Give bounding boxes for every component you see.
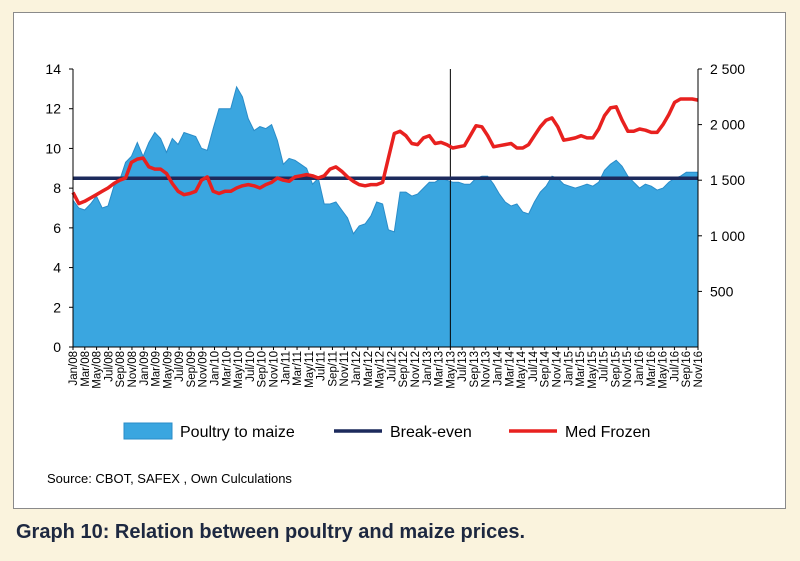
x-tick-label: Jan/10 xyxy=(210,351,222,386)
x-tick-label: Jul/08 xyxy=(103,351,115,382)
x-tick-label: Mar/13 xyxy=(434,351,446,387)
x-tick-label: Sep/13 xyxy=(469,351,481,387)
x-tick-label: Nov/14 xyxy=(551,350,563,387)
x-tick-label: Sep/15 xyxy=(610,351,622,387)
legend-swatch-area xyxy=(123,422,173,440)
x-tick-label: May/13 xyxy=(445,351,457,389)
legend: Poultry to maize Break-even Med Frozen xyxy=(123,422,650,441)
y-tick-label: 8 xyxy=(53,180,61,196)
x-tick-label: Mar/08 xyxy=(80,351,92,387)
x-tick-label: Jul/12 xyxy=(386,351,398,382)
y-tick-label: 6 xyxy=(53,220,61,236)
chart-svg: 0 2 4 6 8 10 12 14 500 1 000 1 500 2 000 2 500 Jan/08… xyxy=(45,61,745,441)
poultry-to-maize-area-layer xyxy=(72,85,699,348)
y-tick-label: 12 xyxy=(45,101,61,117)
x-tick-label: Mar/11 xyxy=(292,351,304,386)
x-tick-label: Nov/15 xyxy=(622,351,634,387)
x-tick-label: Nov/12 xyxy=(410,351,422,387)
lines-layer xyxy=(71,69,699,347)
x-tick-label: Mar/12 xyxy=(363,351,375,387)
y-tick-label: 2 xyxy=(53,299,61,315)
x-tick-label: Nov/11 xyxy=(339,351,351,387)
x-tick-label: Jan/12 xyxy=(351,351,363,386)
poultry-to-maize-area xyxy=(72,85,699,348)
x-tick-label: Jan/11 xyxy=(280,351,292,385)
x-tick-label: Nov/10 xyxy=(268,351,280,387)
y2-tick-label: 1 000 xyxy=(710,228,745,244)
x-tick-label: Jan/15 xyxy=(563,351,575,386)
x-tick-label: May/16 xyxy=(658,351,670,389)
axes-layer: 0 2 4 6 8 10 12 14 500 1 000 1 500 2 000 2 500 Jan/08… xyxy=(45,61,745,389)
x-tick-label: Mar/14 xyxy=(504,350,516,386)
x-tick-label: May/08 xyxy=(92,351,104,389)
x-tick-label: Sep/11 xyxy=(327,351,339,387)
x-tick-label: Sep/16 xyxy=(681,351,693,387)
x-tick-label: Nov/09 xyxy=(198,351,210,387)
figure-caption: Graph 10: Relation between poultry and m… xyxy=(16,521,526,543)
x-tick-label: Jul/11 xyxy=(316,351,328,381)
x-tick-label: Jan/14 xyxy=(493,350,505,385)
x-tick-label: Jul/16 xyxy=(669,351,681,382)
x-tick-label: Mar/10 xyxy=(221,351,233,387)
x-tick-label: Mar/15 xyxy=(575,351,587,387)
x-tick-label: May/12 xyxy=(375,351,387,389)
x-tick-label: May/15 xyxy=(587,351,599,389)
x-tick-label: Sep/14 xyxy=(540,350,552,387)
med-frozen-line xyxy=(71,97,699,206)
x-tick-label: Jul/09 xyxy=(174,351,186,382)
legend-label: Med Frozen xyxy=(565,424,650,441)
x-tick-label: May/14 xyxy=(516,350,528,388)
legend-label: Break-even xyxy=(390,424,472,441)
y-tick-label: 14 xyxy=(45,61,61,77)
x-tick-label: Jan/09 xyxy=(139,351,151,386)
x-tick-label: Jul/13 xyxy=(457,351,469,382)
x-tick-label: Jan/16 xyxy=(634,351,646,386)
x-tick-label: Jan/08 xyxy=(68,351,80,386)
chart-frame: 0 2 4 6 8 10 12 14 500 1 000 1 500 2 000 2 500 Jan/08… xyxy=(13,12,786,509)
x-tick-label: May/11 xyxy=(304,351,316,388)
y2-tick-label: 1 500 xyxy=(710,172,745,188)
x-tick-label: Jul/10 xyxy=(245,351,257,382)
x-tick-label: May/10 xyxy=(233,351,245,389)
x-tick-label: Jul/14 xyxy=(528,350,540,381)
source-note: Source: CBOT, SAFEX , Own Culculations xyxy=(47,471,292,486)
x-tick-label: Sep/12 xyxy=(398,351,410,387)
x-tick-label: Nov/13 xyxy=(481,351,493,387)
y-tick-label: 10 xyxy=(45,140,61,156)
x-tick-label: Sep/08 xyxy=(115,351,127,387)
x-tick-label: Sep/10 xyxy=(257,351,269,387)
y-tick-label: 4 xyxy=(53,260,61,276)
x-tick-label: Nov/08 xyxy=(127,351,139,387)
x-tick-label: Mar/16 xyxy=(646,351,658,387)
x-tick-label: May/09 xyxy=(162,351,174,389)
x-tick-label: Sep/09 xyxy=(186,351,198,387)
y2-tick-label: 2 000 xyxy=(710,117,745,133)
y2-tick-label: 500 xyxy=(710,283,734,299)
legend-label: Poultry to maize xyxy=(180,424,295,441)
x-tick-label: Nov/16 xyxy=(693,351,705,387)
x-tick-label: Jul/15 xyxy=(599,351,611,382)
x-tick-label: Mar/09 xyxy=(151,351,163,387)
y2-tick-label: 2 500 xyxy=(710,61,745,77)
y-tick-label: 0 xyxy=(53,339,61,355)
x-tick-label: Jan/13 xyxy=(422,351,434,386)
